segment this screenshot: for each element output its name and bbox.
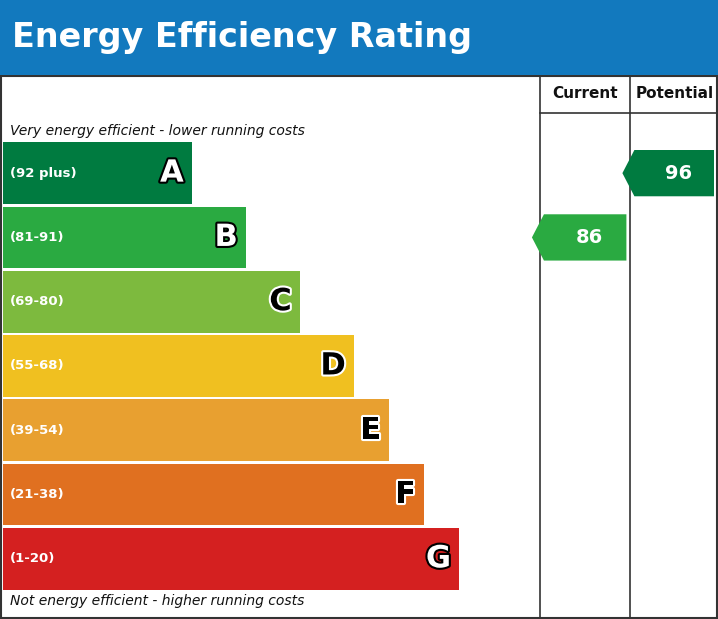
Text: Energy Efficiency Rating: Energy Efficiency Rating	[12, 21, 472, 54]
Text: Current: Current	[552, 87, 618, 102]
Bar	[3, 464, 424, 526]
Text: (69-80): (69-80)	[10, 295, 65, 308]
Bar	[3, 528, 459, 590]
Text: A: A	[160, 158, 184, 188]
Text: (21-38): (21-38)	[10, 488, 65, 501]
Text: Not energy efficient - higher running costs: Not energy efficient - higher running co…	[10, 594, 304, 608]
Text: Potential: Potential	[635, 87, 713, 102]
Bar	[3, 142, 192, 204]
Text: D: D	[320, 352, 345, 381]
Text: 86: 86	[576, 228, 603, 247]
Text: (55-68): (55-68)	[10, 360, 65, 373]
Bar	[1, 76, 717, 618]
Text: (39-54): (39-54)	[10, 424, 65, 437]
Text: C: C	[269, 287, 292, 316]
Bar	[3, 207, 246, 268]
Text: E: E	[360, 416, 381, 445]
Text: Very energy efficient - lower running costs: Very energy efficient - lower running co…	[10, 124, 305, 138]
Text: (92 plus): (92 plus)	[10, 167, 77, 180]
Text: 96: 96	[665, 163, 691, 183]
Text: F: F	[395, 480, 416, 509]
Bar	[3, 335, 354, 397]
Text: (81-91): (81-91)	[10, 231, 65, 244]
Text: B: B	[215, 223, 238, 252]
Bar	[0, 0, 718, 75]
Polygon shape	[532, 214, 626, 261]
Bar	[3, 399, 388, 461]
Text: (1-20): (1-20)	[10, 552, 55, 565]
Bar	[3, 271, 299, 332]
Polygon shape	[623, 150, 714, 196]
Text: G: G	[426, 544, 451, 573]
